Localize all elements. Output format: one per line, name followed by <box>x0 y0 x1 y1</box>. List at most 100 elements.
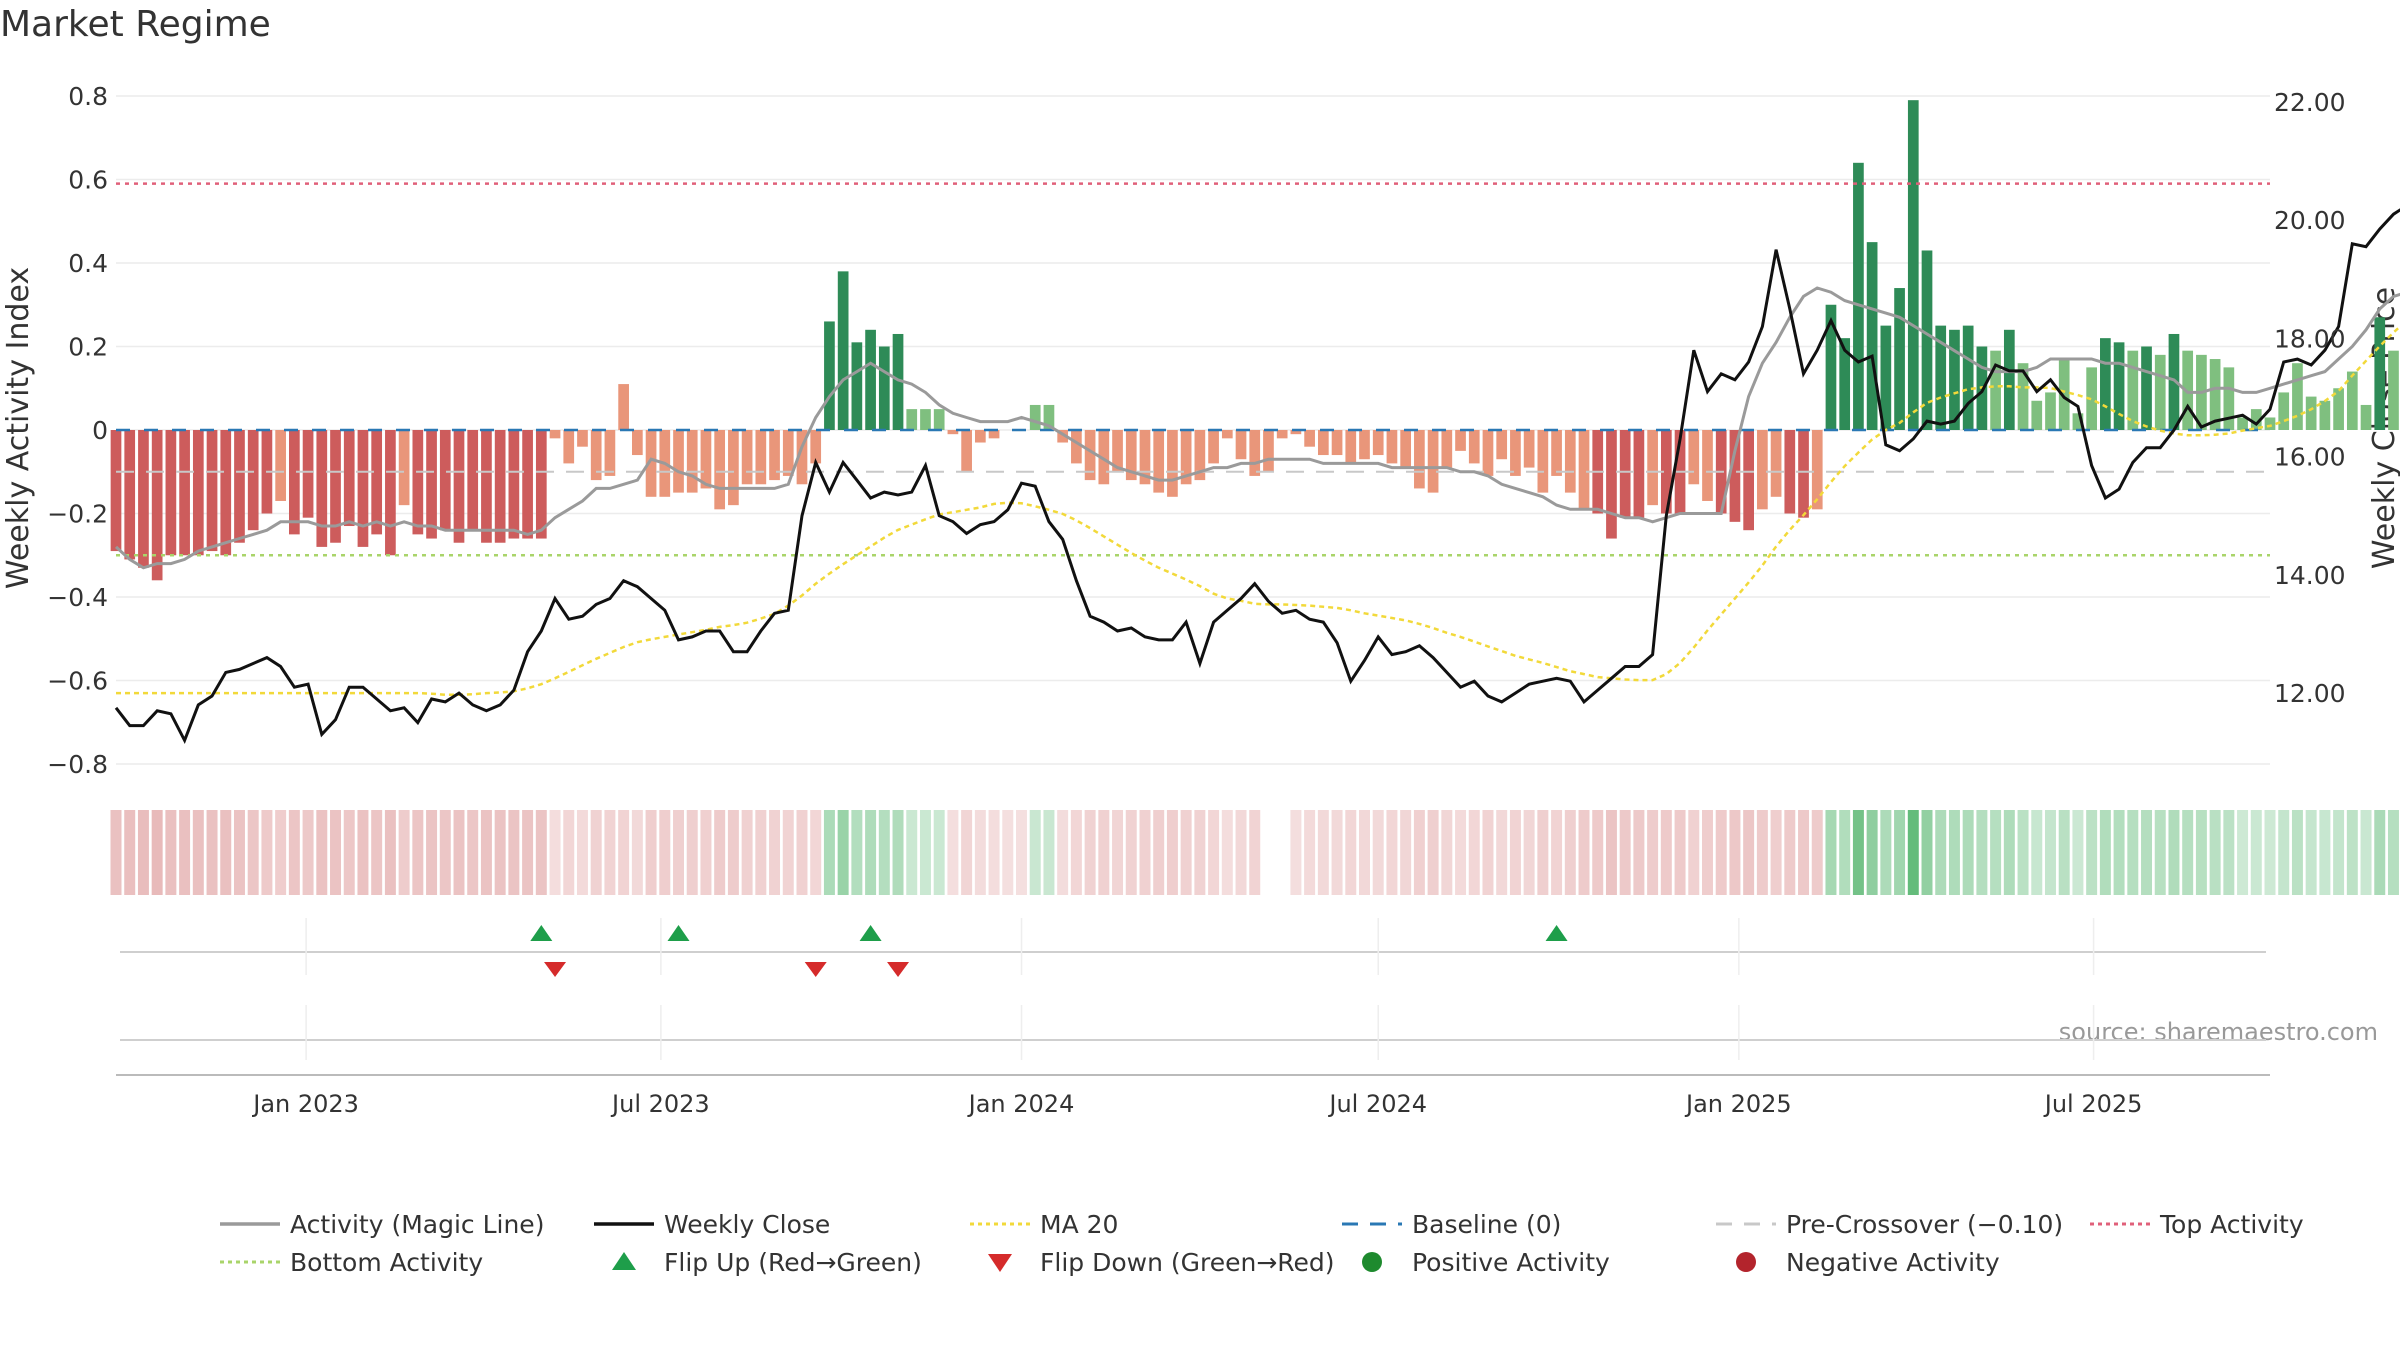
regime-strip-cell <box>1372 810 1384 895</box>
activity-bar <box>1510 430 1521 476</box>
activity-bar <box>1784 430 1796 514</box>
activity-bar <box>2388 350 2399 430</box>
activity-bar <box>1414 430 1425 489</box>
regime-strip-cell <box>1605 810 1617 895</box>
activity-bar <box>275 430 286 501</box>
legend-item: Bottom Activity <box>220 1248 483 1277</box>
activity-bar <box>1153 430 1165 493</box>
legend-item: Flip Up (Red→Green) <box>612 1248 922 1277</box>
regime-strip-cell <box>1057 810 1069 895</box>
activity-bar <box>1894 288 1905 430</box>
regime-strip-cell <box>1660 810 1672 895</box>
regime-strip-cell <box>1990 810 2002 895</box>
activity-bar <box>1578 430 1590 510</box>
activity-bar <box>179 430 190 556</box>
activity-bar <box>1331 430 1343 456</box>
regime-strip-cell <box>1153 810 1165 895</box>
ma20-line <box>116 324 2400 697</box>
y-left-tick-label: −0.4 <box>47 583 108 612</box>
activity-bar <box>1921 250 1933 430</box>
activity-bar <box>2374 317 2386 430</box>
activity-bar <box>1564 430 1576 493</box>
regime-strip-cell <box>1702 810 1713 895</box>
activity-bar <box>645 430 657 497</box>
regime-strip-cell <box>1400 810 1412 895</box>
regime-strip-cell <box>1592 810 1604 895</box>
regime-strip-cell <box>2154 810 2166 895</box>
x-tick-label: Jul 2024 <box>1327 1090 1427 1118</box>
activity-bar <box>2017 363 2029 430</box>
regime-strip-cell <box>2291 810 2303 895</box>
activity-bar <box>1496 430 1508 460</box>
activity-bar <box>1468 430 1480 464</box>
activity-bar <box>1853 162 1864 431</box>
activity-bar <box>1949 329 1960 430</box>
regime-strip-cell <box>1688 810 1700 895</box>
regime-strip-cell <box>2360 810 2372 895</box>
activity-bar <box>151 430 163 581</box>
activity-bar <box>247 430 259 531</box>
flip-up-marker <box>530 925 553 941</box>
regime-strip-cell <box>1029 810 1041 895</box>
regime-strip-cell <box>247 810 259 895</box>
regime-strip-cell <box>357 810 369 895</box>
regime-strip-cell <box>727 810 739 895</box>
activity-bar <box>481 430 492 543</box>
chart-title: Market Regime <box>0 4 271 45</box>
regime-strip-cell <box>384 810 396 895</box>
activity-bar <box>398 430 410 506</box>
regime-strip-cell <box>480 810 492 895</box>
regime-strip-cell <box>782 810 794 895</box>
activity-bar <box>1907 100 1919 431</box>
regime-strip-cell <box>645 810 657 895</box>
activity-bar <box>906 409 918 430</box>
regime-strip-cell <box>1756 810 1768 895</box>
regime-strip-cell <box>933 810 945 895</box>
activity-bar <box>810 430 822 464</box>
legend-item: Flip Down (Green→Red) <box>988 1248 1335 1277</box>
activity-bar <box>1880 325 1892 430</box>
x-tick-label: Jul 2025 <box>2043 1090 2143 1118</box>
regime-strip-cell <box>2141 810 2153 895</box>
regime-strip-cell <box>110 810 122 895</box>
flip-down-marker <box>804 962 827 977</box>
activity-bar <box>343 430 355 527</box>
y-left-tick-label: 0.2 <box>68 333 108 362</box>
regime-strip-cell <box>2223 810 2235 895</box>
activity-bar <box>1619 430 1631 518</box>
regime-strip-cell <box>714 810 726 895</box>
series-lines-layer <box>114 208 2400 745</box>
legend-dot-icon <box>1362 1252 1382 1272</box>
legend-item: Negative Activity <box>1736 1248 2000 1277</box>
regime-strip-cell <box>1784 810 1796 895</box>
activity-bar <box>1839 338 1851 430</box>
activity-bar <box>165 430 177 556</box>
activity-bar <box>1825 304 1837 430</box>
x-tick-label: Jan 2024 <box>967 1090 1075 1118</box>
activity-bar <box>2168 333 2180 430</box>
y-left-tick-label: 0 <box>92 416 108 445</box>
activity-bar <box>1455 430 1466 451</box>
regime-strip-cell <box>769 810 781 895</box>
regime-strip-cell <box>1317 810 1329 895</box>
regime-strip <box>110 810 2399 895</box>
activity-bar <box>1660 430 1672 514</box>
activity-bar <box>2237 417 2248 430</box>
regime-strip-cell <box>1221 810 1233 895</box>
regime-strip-cell <box>1825 810 1837 895</box>
x-tick-label: Jul 2023 <box>610 1090 710 1118</box>
activity-bar <box>1290 430 1302 435</box>
regime-strip-cell <box>988 810 1000 895</box>
regime-strip-cell <box>1674 810 1686 895</box>
activity-bar <box>1139 430 1151 485</box>
regime-strip-cell <box>467 810 479 895</box>
activity-bar <box>2141 346 2152 430</box>
y-left-tick-label: 0.8 <box>68 82 108 111</box>
regime-strip-cell <box>1907 810 1919 895</box>
regime-strip-cell <box>1633 810 1645 895</box>
regime-strip-cell <box>1331 810 1343 895</box>
regime-strip-cell <box>590 810 602 895</box>
activity-bar <box>1125 430 1137 481</box>
regime-strip-cell <box>1935 810 1947 895</box>
regime-strip-cell <box>1166 810 1178 895</box>
